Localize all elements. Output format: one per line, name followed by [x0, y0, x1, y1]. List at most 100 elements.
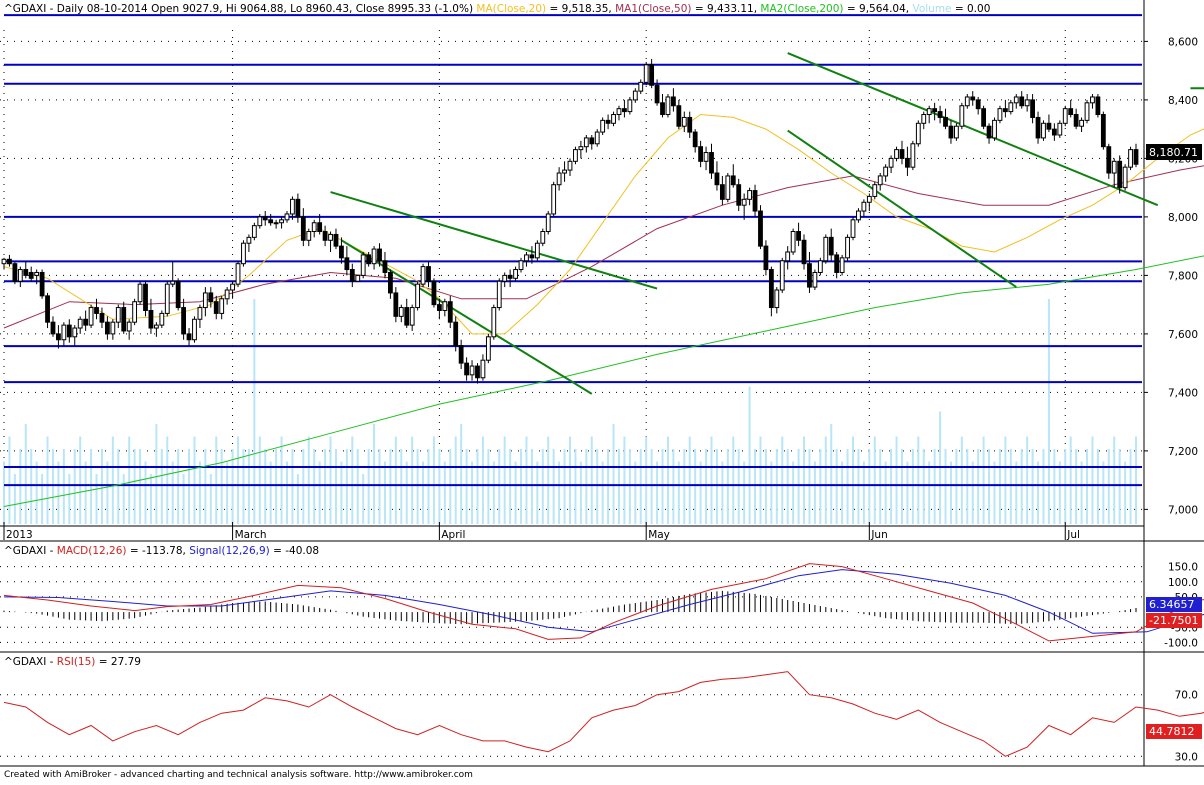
candle: [1002, 99, 1008, 118]
volume-bar: [1020, 449, 1023, 524]
candle: [186, 328, 192, 346]
candle: [273, 219, 279, 229]
candle: [469, 360, 475, 381]
candle-body: [796, 231, 801, 241]
candle-body: [524, 254, 529, 262]
volume-bar: [383, 461, 386, 524]
candle-body: [34, 271, 40, 276]
candle-body: [899, 149, 905, 159]
candle: [496, 278, 502, 311]
candle: [632, 88, 638, 103]
volume-bar: [432, 436, 435, 524]
candle-body: [736, 184, 742, 206]
candle: [681, 111, 687, 133]
candle-body: [730, 175, 736, 186]
volume-bar: [258, 436, 261, 524]
volume-bar: [857, 449, 860, 524]
price-axis-label: 7,200: [1168, 446, 1198, 458]
volume-bar: [307, 436, 310, 524]
candle-body: [943, 116, 948, 127]
candle-body: [921, 114, 927, 124]
candle: [153, 322, 159, 337]
candle-body: [426, 266, 431, 282]
candle: [953, 123, 959, 141]
volume-bar: [443, 461, 446, 524]
volume-bar: [122, 474, 125, 524]
candle: [534, 240, 540, 261]
volume-bar: [296, 474, 299, 524]
candle-body: [224, 289, 230, 300]
candle-body: [290, 198, 295, 215]
volume-bar: [204, 449, 207, 524]
candle: [50, 316, 56, 337]
volume-bar: [198, 461, 201, 524]
candle: [300, 208, 306, 247]
candle-body: [883, 166, 889, 177]
volume-bar: [661, 449, 664, 524]
candle-body: [1030, 99, 1036, 118]
candle-body: [861, 201, 867, 212]
candle: [1079, 117, 1084, 133]
candle: [812, 269, 818, 291]
volume-bar: [645, 436, 648, 524]
candle-body: [251, 225, 257, 238]
candle-body: [986, 125, 992, 139]
candle: [975, 96, 981, 115]
candle-body: [94, 307, 99, 314]
candle-body: [148, 309, 154, 329]
volume-bar: [1053, 449, 1056, 524]
volume-bar: [286, 461, 288, 524]
candle: [371, 246, 377, 270]
volume-bar: [438, 449, 441, 524]
candle: [790, 228, 796, 255]
candle: [464, 357, 470, 381]
candle: [730, 164, 736, 188]
volume-bar: [291, 449, 294, 524]
candle: [741, 193, 747, 220]
volume-bar: [95, 474, 98, 524]
candle: [1090, 94, 1095, 109]
candle: [518, 257, 524, 273]
candle-body: [676, 105, 682, 127]
candle-body: [507, 274, 513, 279]
candle-body: [681, 116, 687, 127]
candle: [970, 91, 976, 106]
candle: [589, 134, 595, 150]
macd-axis-label: -100.0: [1164, 637, 1198, 649]
candle-body: [23, 269, 29, 276]
candle: [573, 146, 578, 165]
volume-bar: [226, 461, 229, 524]
trend-line: [787, 129, 1017, 288]
candle-body: [464, 362, 470, 376]
candle: [856, 208, 861, 223]
candle-body: [959, 105, 965, 127]
candle-body: [208, 292, 214, 303]
candle-body: [632, 90, 638, 101]
candle: [817, 257, 823, 276]
volume-bar: [971, 461, 974, 524]
candle: [714, 161, 720, 191]
candle-body: [104, 321, 110, 335]
candle: [1024, 94, 1030, 112]
candle: [485, 333, 491, 364]
candle: [752, 184, 758, 217]
volume-bar: [1037, 461, 1040, 524]
volume-bar: [917, 436, 920, 524]
volume-bar: [721, 461, 724, 524]
volume-bar: [8, 436, 11, 524]
candle: [1035, 111, 1041, 144]
volume-bar: [492, 461, 495, 524]
volume-bar: [895, 436, 898, 524]
candle-body: [1095, 96, 1101, 116]
candle-body: [1041, 122, 1046, 139]
candle: [828, 228, 834, 261]
macd-axis-label: 100.0: [1168, 577, 1198, 589]
candle: [556, 167, 562, 191]
volume-bar: [465, 449, 468, 524]
candle: [366, 251, 372, 267]
volume-bar: [177, 449, 180, 524]
price-axis-label: 7,000: [1168, 504, 1198, 516]
candle: [1095, 94, 1101, 118]
volume-bar: [253, 299, 256, 524]
